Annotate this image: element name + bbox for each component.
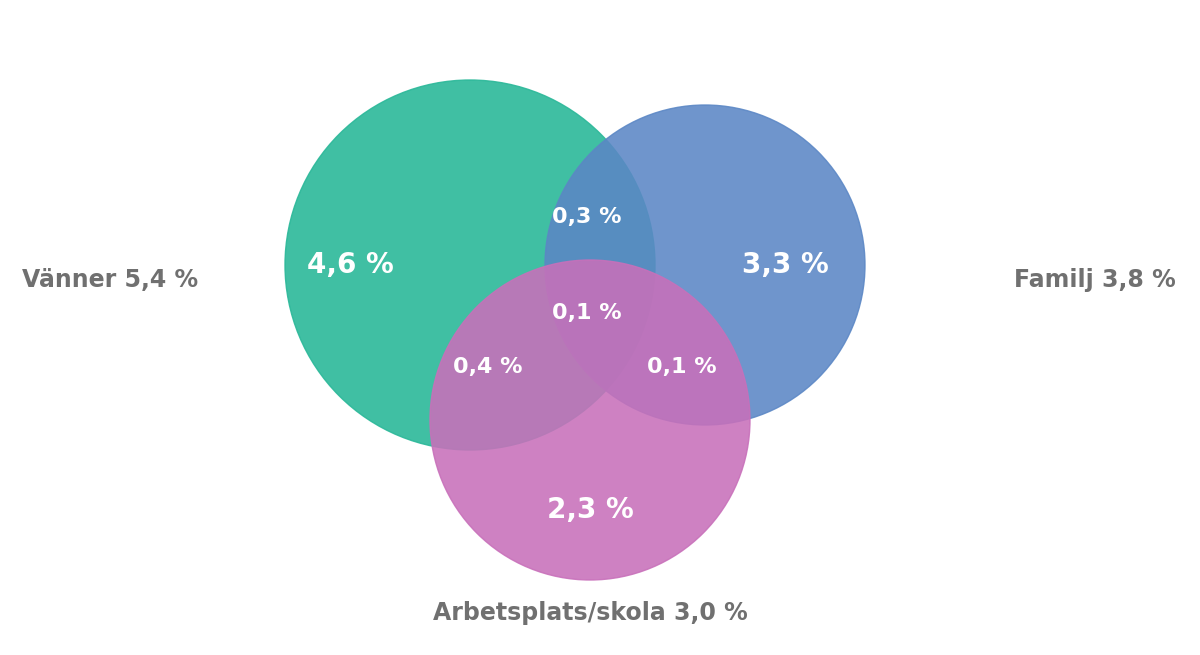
Text: Familj 3,8 %: Familj 3,8 % <box>1014 268 1176 292</box>
Text: Arbetsplats/skola 3,0 %: Arbetsplats/skola 3,0 % <box>433 601 748 625</box>
Text: 0,1 %: 0,1 % <box>552 303 622 323</box>
Text: 0,3 %: 0,3 % <box>552 207 622 227</box>
Text: 0,4 %: 0,4 % <box>454 357 523 377</box>
Circle shape <box>430 260 750 580</box>
Circle shape <box>545 105 865 425</box>
Text: Vänner 5,4 %: Vänner 5,4 % <box>22 268 198 292</box>
Text: 3,3 %: 3,3 % <box>742 251 828 279</box>
Circle shape <box>286 80 655 450</box>
Text: 2,3 %: 2,3 % <box>547 496 634 524</box>
Text: 0,1 %: 0,1 % <box>647 357 716 377</box>
Text: 4,6 %: 4,6 % <box>307 251 394 279</box>
